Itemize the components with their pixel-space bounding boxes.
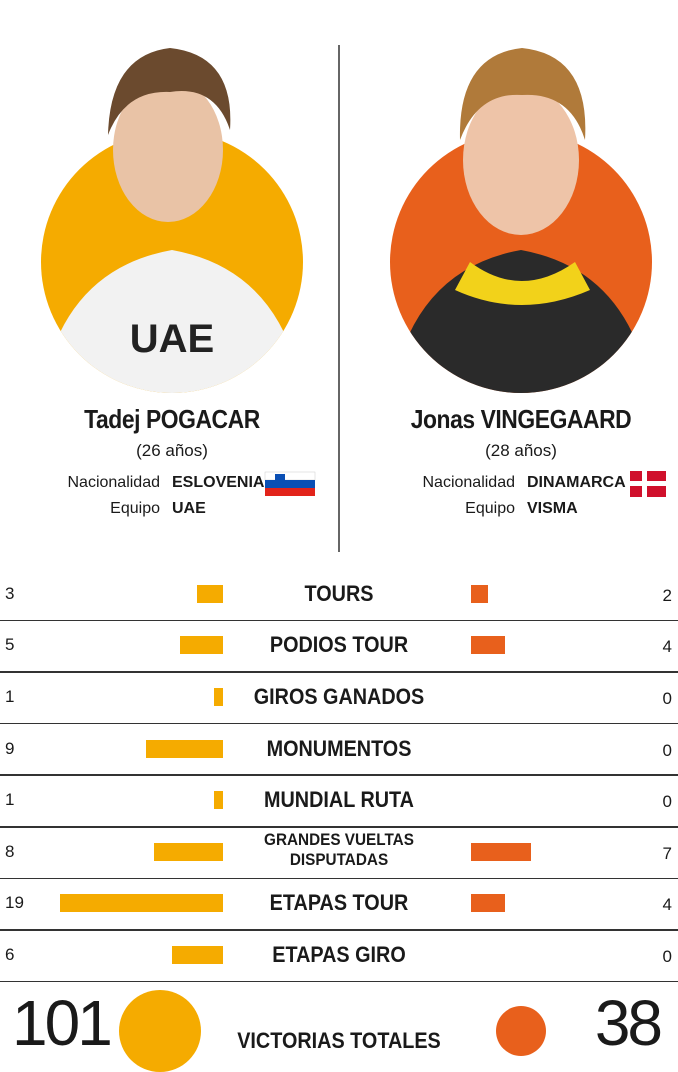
label: Nacionalidad: [422, 474, 515, 491]
svg-text:UAE: UAE: [130, 317, 214, 361]
total-circle: [119, 990, 201, 1072]
value-label: 0: [662, 689, 672, 708]
value-label: 0: [662, 740, 672, 760]
total-value: 101: [12, 987, 113, 1059]
category-label: PODIOS TOUR: [269, 632, 409, 658]
value-label: 0: [662, 792, 672, 812]
row-rule: [0, 619, 678, 622]
row-rule: [0, 774, 678, 776]
team: UAE: [172, 500, 206, 517]
flag-slovenia: [264, 471, 316, 496]
value-label: 1: [5, 687, 15, 706]
bar: [145, 739, 223, 758]
bar: [471, 894, 506, 913]
rider-age: (26 años): [136, 441, 208, 460]
bar: [154, 842, 223, 861]
row-rule: [0, 826, 678, 828]
category-label: GIROS GANADOS: [253, 684, 425, 709]
bar: [214, 688, 223, 706]
label: Equipo: [465, 500, 515, 517]
value-label: 6: [5, 945, 15, 964]
total-value: 38: [594, 987, 663, 1059]
total-circle: [495, 1005, 547, 1057]
row-rule: [0, 722, 678, 725]
value-label: 1: [5, 790, 15, 810]
row-rule: [0, 929, 678, 931]
row-rule: [0, 877, 678, 880]
portrait: [390, 48, 652, 393]
category-label: ETAPAS GIRO: [272, 942, 406, 967]
value-label: 9: [5, 738, 15, 758]
rider-name: Jonas VINGEGAARD: [410, 404, 632, 434]
value-label: 19: [5, 893, 24, 913]
value-label: 7: [662, 843, 672, 863]
bar: [180, 636, 223, 655]
bar: [171, 946, 223, 964]
bar: [471, 842, 532, 861]
label: Nacionalidad: [67, 474, 160, 491]
bar: [197, 584, 223, 603]
row-rule: [0, 671, 678, 673]
value-label: 0: [662, 947, 672, 966]
label: Equipo: [110, 500, 160, 517]
rider-name: Tadej POGACAR: [84, 404, 260, 434]
bar: [214, 791, 223, 810]
category-label: MUNDIAL RUTA: [264, 787, 414, 813]
value-label: 8: [5, 841, 15, 861]
totals-label: VICTORIAS TOTALES: [237, 1028, 441, 1053]
category-label: GRANDES VUELTAS DISPUTADAS: [264, 829, 414, 870]
category-label: TOURS: [304, 580, 374, 606]
flag-denmark: [630, 471, 666, 497]
portrait: UAE: [41, 48, 303, 393]
row-rule: [0, 980, 678, 983]
nationality: ESLOVENIA: [172, 474, 265, 491]
rider-age: (28 años): [485, 441, 557, 460]
value-label: 4: [662, 637, 672, 657]
category-label: ETAPAS TOUR: [269, 890, 409, 916]
bar: [60, 894, 223, 913]
value-label: 2: [662, 585, 672, 605]
category-label: MONUMENTOS: [266, 735, 412, 761]
team: VISMA: [527, 500, 578, 517]
header-art: UAE: [41, 45, 666, 552]
value-label: 5: [5, 635, 15, 655]
bar: [471, 584, 489, 603]
value-label: 3: [5, 583, 15, 603]
bar: [471, 636, 506, 655]
nationality: DINAMARCA: [527, 474, 626, 491]
value-label: 4: [662, 895, 672, 915]
